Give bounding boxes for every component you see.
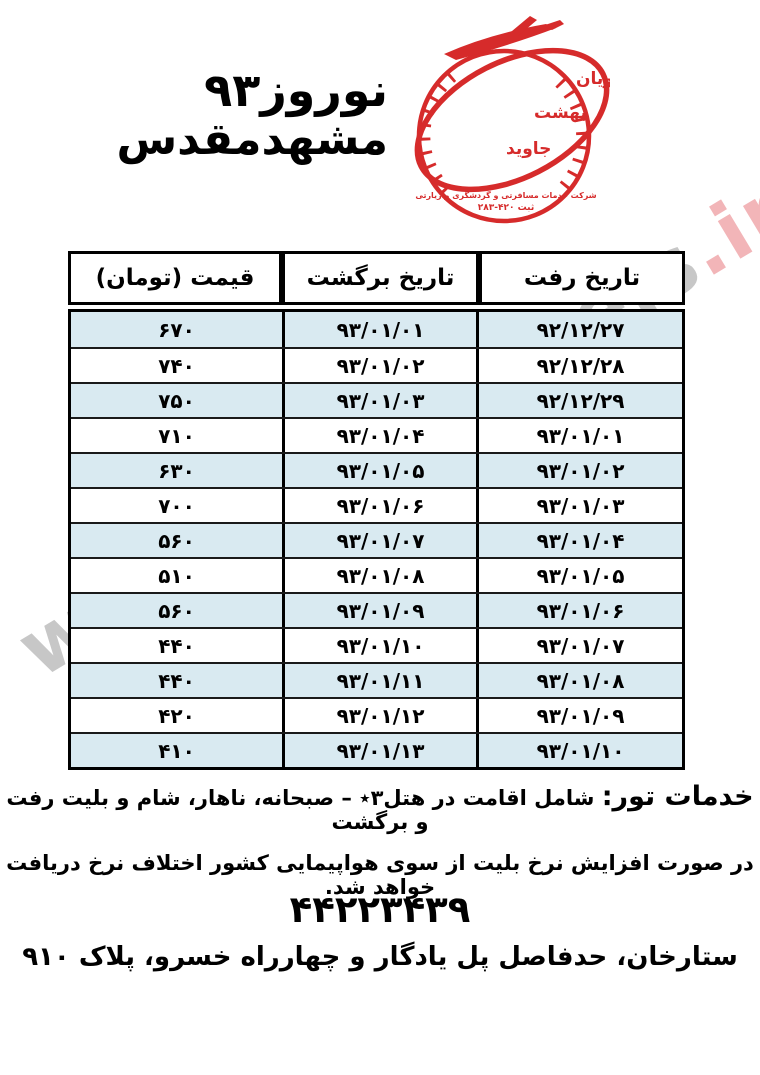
price-cell: ۷۱۰: [158, 423, 195, 448]
return-date-cell: ۹۳/۰۱/۰۳: [282, 384, 479, 417]
depart-date-cell: ۹۳/۰۱/۰۹: [536, 703, 625, 728]
price-cell: ۵۶۰: [158, 598, 195, 623]
depart-date-cell: ۹۲/۱۲/۲۷: [536, 317, 625, 342]
logo-name-line3: جاوید: [506, 139, 551, 159]
services-line: خدمات تور: شامل اقامت در هتل۳٭ – صبحانه،…: [0, 781, 760, 835]
return-date-cell: ۹۳/۰۱/۱۳: [282, 734, 479, 767]
table-row: ۹۳/۰۱/۰۹ ۹۳/۰۱/۱۲ ۴۲۰: [71, 697, 682, 732]
price-cell: ۷۵۰: [158, 388, 195, 413]
price-cell: ۶۳۰: [158, 458, 195, 483]
return-date-cell: ۹۳/۰۱/۰۷: [282, 524, 479, 557]
table-header: تاریخ رفت تاریخ برگشت قیمت (تومان): [68, 251, 685, 305]
price-cell: ۶۷۰: [158, 317, 195, 342]
orbit-swoosh: [414, 47, 610, 193]
depart-date-cell: ۹۲/۱۲/۲۹: [536, 388, 625, 413]
price-cell: ۴۴۰: [158, 633, 195, 658]
agency-logo: رهپویان بهشت جاوید شرکت خدمات مسافرتی و …: [414, 2, 642, 234]
title-mashhad: مشهدمقدس: [116, 113, 388, 165]
table-row: ۹۳/۰۱/۰۱ ۹۳/۰۱/۰۴ ۷۱۰: [71, 417, 682, 452]
return-date-cell: ۹۳/۰۱/۰۵: [282, 454, 479, 487]
return-date-cell: ۹۳/۰۱/۰۲: [282, 349, 479, 382]
header-depart-date: تاریخ رفت: [479, 251, 685, 305]
return-date-cell: ۹۳/۰۱/۱۰: [282, 629, 479, 662]
price-table: تاریخ رفت تاریخ برگشت قیمت (تومان) ۹۲/۱۲…: [68, 251, 685, 770]
price-change-note: در صورت افزایش نرخ بلیت از سوی هواپیمایی…: [6, 851, 754, 900]
price-cell: ۷۰۰: [158, 493, 195, 518]
price-cell: ۴۴۰: [158, 668, 195, 693]
services-text: شامل اقامت در هتل۳٭ – صبحانه، ناهار، شام…: [6, 786, 595, 835]
page-title: نوروز۹۳ مشهدمقدس: [116, 63, 388, 165]
tour-notes: خدمات تور: شامل اقامت در هتل۳٭ – صبحانه،…: [0, 781, 760, 900]
airplane-icon: [444, 16, 564, 60]
header-return-date: تاریخ برگشت: [282, 251, 479, 305]
table-row: ۹۳/۰۱/۰۲ ۹۳/۰۱/۰۵ ۶۳۰: [71, 452, 682, 487]
logo-subtitle: شرکت خدمات مسافرتی و گردشگری و زیارتی: [415, 190, 596, 200]
header-price: قیمت (تومان): [68, 251, 282, 305]
logo-name-line2: بهشت: [534, 103, 587, 123]
logo-register-no: ثبت ۴۲۰-۲۸۳: [478, 203, 534, 213]
phone-number: ۴۴۲۲۳۴۳۹: [289, 888, 471, 931]
depart-date-cell: ۹۳/۰۱/۰۶: [536, 598, 625, 623]
return-date-cell: ۹۳/۰۱/۰۶: [282, 489, 479, 522]
table-row: ۹۳/۰۱/۰۷ ۹۳/۰۱/۱۰ ۴۴۰: [71, 627, 682, 662]
price-cell: ۴۱۰: [158, 738, 195, 763]
table-row: ۹۲/۱۲/۲۷ ۹۳/۰۱/۰۱ ۶۷۰: [71, 312, 682, 347]
return-date-cell: ۹۳/۰۱/۱۲: [282, 699, 479, 732]
return-date-cell: ۹۳/۰۱/۰۴: [282, 419, 479, 452]
depart-date-cell: ۹۳/۰۱/۰۷: [536, 633, 625, 658]
price-cell: ۵۱۰: [158, 563, 195, 588]
table-row: ۹۳/۰۱/۰۵ ۹۳/۰۱/۰۸ ۵۱۰: [71, 557, 682, 592]
table-row: ۹۲/۱۲/۲۸ ۹۳/۰۱/۰۲ ۷۴۰: [71, 347, 682, 382]
title-nowruz: نوروز۹۳: [204, 63, 388, 117]
depart-date-cell: ۹۳/۰۱/۰۵: [536, 563, 625, 588]
table-row: ۹۳/۰۱/۰۸ ۹۳/۰۱/۱۱ ۴۴۰: [71, 662, 682, 697]
depart-date-cell: ۹۳/۰۱/۰۲: [536, 458, 625, 483]
depart-date-cell: ۹۲/۱۲/۲۸: [536, 353, 625, 378]
return-date-cell: ۹۳/۰۱/۰۱: [282, 312, 479, 347]
return-date-cell: ۹۳/۰۱/۱۱: [282, 664, 479, 697]
depart-date-cell: ۹۳/۰۱/۱۰: [536, 738, 625, 763]
table-row: ۹۲/۱۲/۲۹ ۹۳/۰۱/۰۳ ۷۵۰: [71, 382, 682, 417]
price-cell: ۷۴۰: [158, 353, 195, 378]
price-cell: ۵۶۰: [158, 528, 195, 553]
price-cell: ۴۲۰: [158, 703, 195, 728]
table-row: ۹۳/۰۱/۰۴ ۹۳/۰۱/۰۷ ۵۶۰: [71, 522, 682, 557]
table-row: ۹۳/۰۱/۰۶ ۹۳/۰۱/۰۹ ۵۶۰: [71, 592, 682, 627]
logo-name-line1: رهپویان: [576, 69, 610, 89]
depart-date-cell: ۹۳/۰۱/۰۴: [536, 528, 625, 553]
return-date-cell: ۹۳/۰۱/۰۹: [282, 594, 479, 627]
address-line: ستارخان، حدفاصل پل یادگار و چهارراه خسرو…: [22, 942, 738, 972]
depart-date-cell: ۹۳/۰۱/۰۱: [536, 423, 625, 448]
depart-date-cell: ۹۳/۰۱/۰۳: [536, 493, 625, 518]
table-row: ۹۳/۰۱/۱۰ ۹۳/۰۱/۱۳ ۴۱۰: [71, 732, 682, 767]
table-row: ۹۳/۰۱/۰۳ ۹۳/۰۱/۰۶ ۷۰۰: [71, 487, 682, 522]
return-date-cell: ۹۳/۰۱/۰۸: [282, 559, 479, 592]
depart-date-cell: ۹۳/۰۱/۰۸: [536, 668, 625, 693]
table-body: ۹۲/۱۲/۲۷ ۹۳/۰۱/۰۱ ۶۷۰ ۹۲/۱۲/۲۸ ۹۳/۰۱/۰۲ …: [68, 309, 685, 770]
services-label: خدمات تور:: [601, 781, 754, 812]
